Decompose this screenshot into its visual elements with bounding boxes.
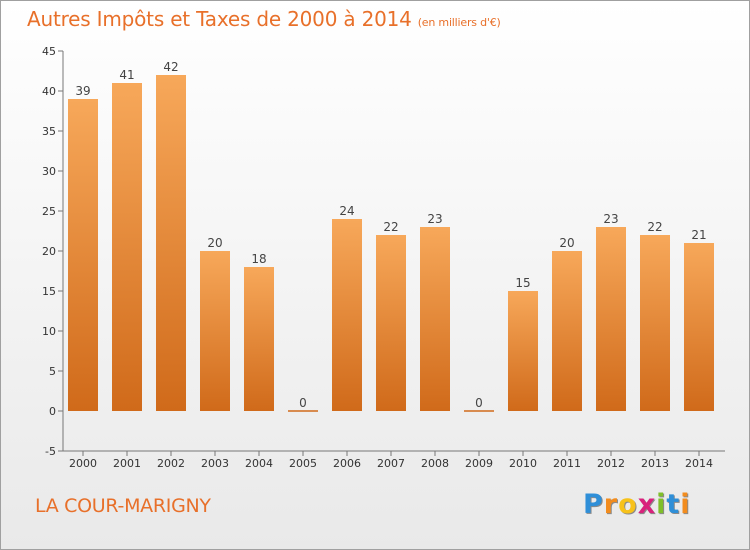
value-label-2007: 22 bbox=[383, 220, 398, 234]
bar-2012 bbox=[596, 227, 626, 411]
bar-2001 bbox=[112, 83, 142, 411]
value-label-2010: 15 bbox=[515, 276, 530, 290]
x-tick-label-2009: 2009 bbox=[465, 457, 493, 470]
y-tick-label: 30 bbox=[42, 165, 56, 178]
y-axis: -5 0 5 10 15 20 25 30 35 40 45 bbox=[42, 45, 64, 458]
value-label-2012: 23 bbox=[603, 212, 618, 226]
x-tick-label-2010: 2010 bbox=[509, 457, 537, 470]
proxiti-logo: Proxiti bbox=[583, 489, 691, 520]
x-tick-label-2004: 2004 bbox=[245, 457, 273, 470]
bar-2007 bbox=[376, 235, 406, 411]
logo-letter: P bbox=[583, 489, 604, 520]
logo-letter: x bbox=[637, 489, 657, 520]
value-label-2000: 39 bbox=[75, 84, 90, 98]
bar-2011 bbox=[552, 251, 582, 411]
value-label-2011: 20 bbox=[559, 236, 574, 250]
value-label-2004: 18 bbox=[251, 252, 266, 266]
logo-letter: t bbox=[666, 489, 681, 520]
value-label-2014: 21 bbox=[691, 228, 706, 242]
x-tick-label-2011: 2011 bbox=[553, 457, 581, 470]
y-tick-label: 45 bbox=[42, 45, 56, 58]
y-tick-label: 0 bbox=[49, 405, 56, 418]
chart-subtitle: (en milliers d'€) bbox=[417, 16, 501, 29]
logo-letter: i bbox=[680, 489, 691, 520]
bar-2003 bbox=[200, 251, 230, 411]
x-tick-label-2001: 2001 bbox=[113, 457, 141, 470]
value-label-2013: 22 bbox=[647, 220, 662, 234]
x-axis: 2000 2001 2002 2003 2004 2005 2006 2007 2008 2009… bbox=[63, 450, 725, 470]
x-tick-label-2012: 2012 bbox=[597, 457, 625, 470]
x-tick-label-2003: 2003 bbox=[201, 457, 229, 470]
value-label-2005: 0 bbox=[299, 396, 307, 410]
commune-name: LA COUR-MARIGNY bbox=[35, 495, 211, 517]
y-tick-label: 40 bbox=[42, 85, 56, 98]
chart-title: Autres Impôts et Taxes de 2000 à 2014 (en… bbox=[27, 7, 501, 31]
value-label-2002: 42 bbox=[163, 60, 178, 74]
bar-2000 bbox=[68, 99, 98, 411]
x-tick-label-2005: 2005 bbox=[289, 457, 317, 470]
x-tick-label-2000: 2000 bbox=[69, 457, 97, 470]
bar-2006 bbox=[332, 219, 362, 411]
y-tick-label: 35 bbox=[42, 125, 56, 138]
logo-letter: o bbox=[618, 489, 638, 520]
bars bbox=[68, 75, 714, 412]
y-tick-label: 25 bbox=[42, 205, 56, 218]
logo-letter: r bbox=[603, 489, 619, 520]
bar-2010 bbox=[508, 291, 538, 411]
chart-title-text: Autres Impôts et Taxes de 2000 à 2014 bbox=[27, 7, 412, 31]
x-tick-label-2013: 2013 bbox=[641, 457, 669, 470]
bar-2014 bbox=[684, 243, 714, 411]
y-tick-label: 15 bbox=[42, 285, 56, 298]
y-tick-label: 5 bbox=[49, 365, 56, 378]
y-tick-label: -5 bbox=[45, 445, 56, 458]
x-tick-label-2007: 2007 bbox=[377, 457, 405, 470]
value-label-2009: 0 bbox=[475, 396, 483, 410]
x-tick-label-2006: 2006 bbox=[333, 457, 361, 470]
value-label-2003: 20 bbox=[207, 236, 222, 250]
value-label-2008: 23 bbox=[427, 212, 442, 226]
y-tick-label: 10 bbox=[42, 325, 56, 338]
x-tick-label-2014: 2014 bbox=[685, 457, 713, 470]
y-tick-label: 20 bbox=[42, 245, 56, 258]
value-label-2006: 24 bbox=[339, 204, 354, 218]
value-label-2001: 41 bbox=[119, 68, 134, 82]
bar-2013 bbox=[640, 235, 670, 411]
bar-2008 bbox=[420, 227, 450, 411]
bar-2002 bbox=[156, 75, 186, 411]
x-tick-label-2002: 2002 bbox=[157, 457, 185, 470]
bar-2004 bbox=[244, 267, 274, 411]
logo-letter: i bbox=[656, 489, 667, 520]
value-labels: 39 41 42 20 18 0 24 22 23 0 15 20 23 22 21 bbox=[75, 60, 706, 410]
x-tick-label-2008: 2008 bbox=[421, 457, 449, 470]
